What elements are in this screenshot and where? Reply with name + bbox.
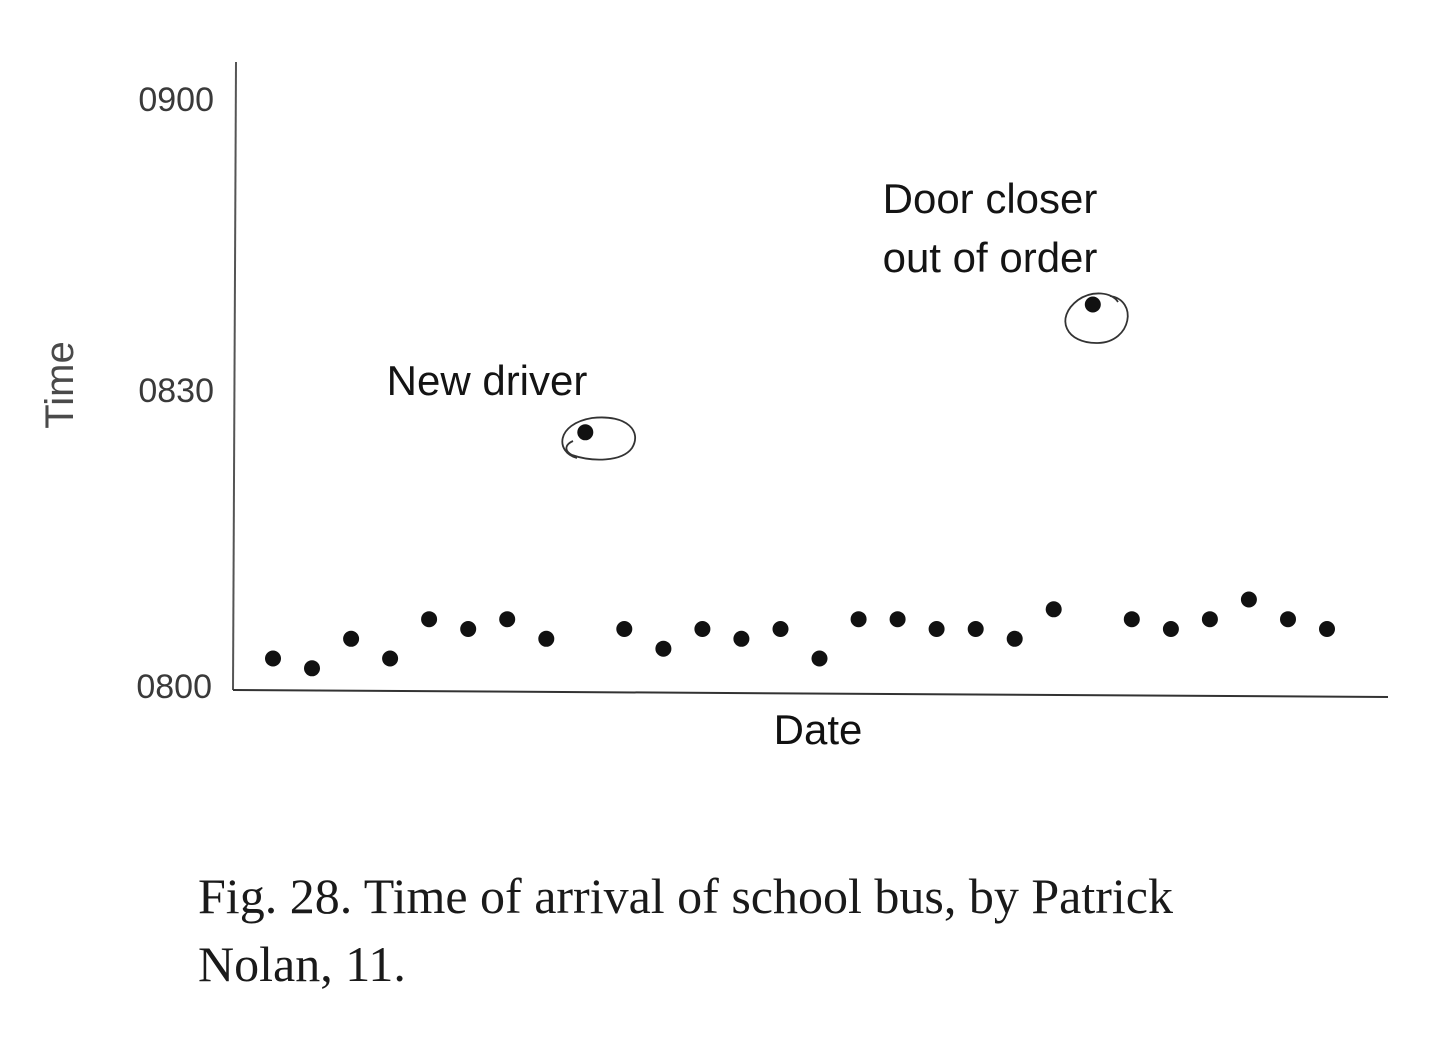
data-point [655, 640, 672, 657]
y-axis-label: Time [38, 341, 82, 428]
data-point [304, 660, 320, 677]
data-point [1280, 611, 1296, 628]
annotation-circle [1064, 292, 1129, 344]
y-tick-label: 0900 [138, 81, 214, 119]
data-point [928, 621, 945, 637]
data-point [460, 621, 477, 637]
x-axis-line [232, 689, 1389, 698]
data-point [1045, 601, 1062, 618]
data-point [811, 650, 828, 667]
y-tick-label: 0800 [136, 668, 212, 706]
data-point [577, 424, 594, 441]
data-point [616, 621, 633, 637]
y-axis-line [232, 61, 237, 691]
caption-line: Nolan, 11. [198, 936, 406, 992]
data-point [382, 650, 399, 667]
data-point [694, 621, 711, 637]
data-point [538, 630, 555, 647]
data-points [265, 296, 1335, 677]
data-point [1084, 296, 1101, 313]
data-point [1162, 621, 1179, 637]
caption-line: Fig. 28. Time of arrival of school bus, … [198, 868, 1173, 924]
data-point [889, 611, 906, 628]
data-point [772, 621, 789, 637]
data-point [1201, 611, 1218, 628]
data-point [499, 611, 516, 628]
data-point [850, 611, 867, 628]
data-point [1123, 611, 1140, 628]
data-point [421, 611, 438, 628]
data-point [967, 621, 984, 637]
y-tick-label: 0830 [138, 372, 214, 410]
data-point [733, 630, 750, 647]
figure-caption: Fig. 28. Time of arrival of school bus, … [198, 862, 1318, 998]
data-point [1240, 591, 1257, 608]
annotation-circle [561, 416, 637, 461]
annotation-door-closer: out of order [883, 234, 1098, 281]
annotation-new-driver: New driver [387, 357, 588, 404]
data-point [343, 630, 360, 647]
data-point [265, 650, 281, 667]
x-axis-label: Date [774, 706, 863, 753]
data-point [1006, 630, 1023, 647]
scatter-plot: 0900 0830 0800 Time Date New driver Door… [38, 61, 1389, 753]
annotation-door-closer: Door closer [883, 175, 1098, 222]
data-point [1319, 621, 1335, 637]
